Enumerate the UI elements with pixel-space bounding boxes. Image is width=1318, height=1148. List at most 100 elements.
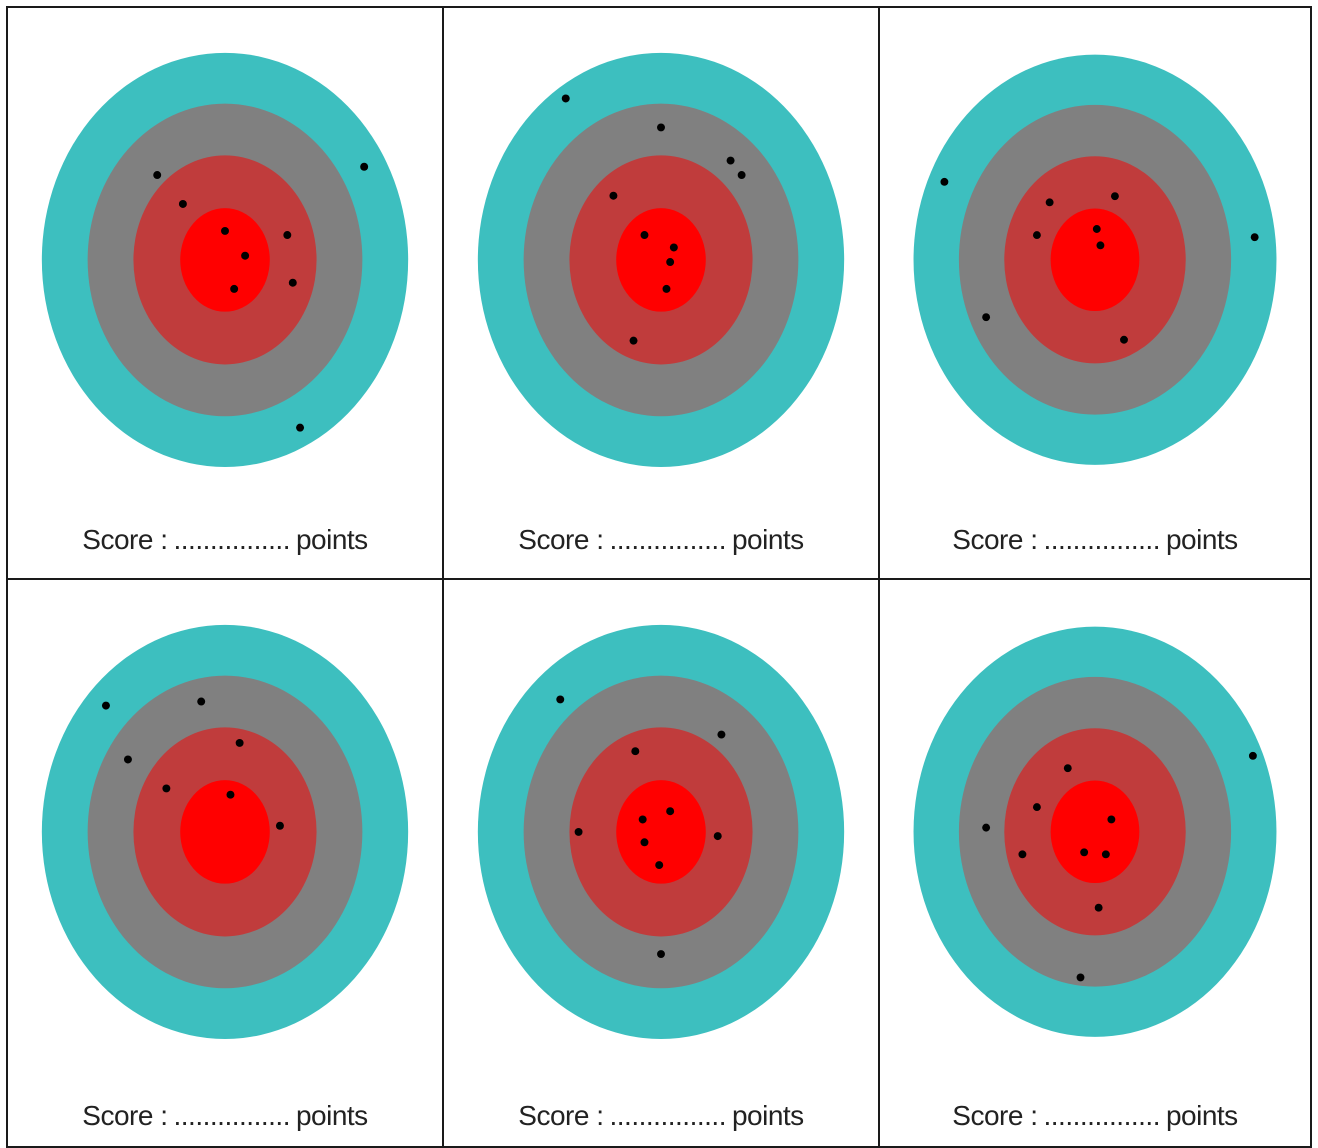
hit-mark (574, 827, 583, 836)
score-unit: points (1165, 524, 1238, 555)
hit-mark (288, 278, 297, 287)
target-board (477, 52, 845, 467)
score-unit: points (731, 524, 804, 555)
target-board (913, 626, 1277, 1037)
hit-mark (657, 123, 665, 132)
target-board (41, 52, 409, 467)
hit-mark (230, 284, 239, 293)
hit-mark (1110, 192, 1119, 201)
score-unit: points (295, 1100, 368, 1131)
hit-mark (360, 162, 369, 171)
hit-mark (655, 861, 664, 870)
target-board (477, 624, 845, 1039)
score-blank[interactable]: ................ (609, 1100, 727, 1131)
bullseye (616, 780, 706, 884)
hit-mark (296, 423, 305, 432)
hit-mark (640, 838, 649, 847)
hit-mark (561, 94, 570, 103)
hit-mark (235, 738, 244, 747)
hit-mark (1107, 815, 1116, 824)
hit-mark (556, 695, 565, 704)
score-blank[interactable]: ................ (609, 524, 727, 555)
hit-mark (178, 199, 187, 208)
hit-mark (666, 258, 675, 266)
hit-mark (1096, 241, 1105, 250)
hit-mark (1248, 751, 1257, 760)
score-label: Score : (518, 1100, 604, 1131)
hit-group (556, 695, 726, 959)
hit-mark (241, 251, 250, 260)
hit-mark (1120, 335, 1128, 344)
hit-mark (1045, 198, 1054, 207)
score-line: Score :................ points (880, 1100, 1310, 1132)
bullseye (616, 208, 706, 312)
target-cell: Score :................ points (8, 580, 444, 1146)
target-grid: Score :................ points Score :...… (6, 6, 1312, 1148)
hit-mark (1018, 850, 1027, 859)
hit-mark (940, 177, 949, 186)
score-label: Score : (82, 1100, 168, 1131)
hit-mark (1101, 850, 1110, 859)
hit-group (982, 751, 1257, 982)
score-blank[interactable]: ................ (1043, 1100, 1161, 1131)
bullseye (180, 780, 270, 884)
hit-mark (982, 823, 991, 832)
hit-mark (713, 832, 722, 841)
hit-mark (631, 747, 640, 756)
hit-mark (657, 950, 665, 959)
hit-mark (1063, 764, 1072, 773)
target-cell: Score :................ points (444, 8, 880, 580)
score-line: Score :................ points (8, 524, 442, 556)
score-line: Score :................ points (444, 524, 878, 556)
hit-mark (982, 313, 991, 322)
hit-mark (162, 784, 171, 793)
hit-mark (662, 284, 671, 293)
score-label: Score : (518, 524, 604, 555)
hit-mark (283, 231, 292, 240)
hit-mark (1094, 903, 1103, 912)
bullseye (1050, 780, 1140, 884)
hit-group (561, 94, 746, 345)
target-cell: Score :................ points (8, 8, 444, 580)
hit-mark (1092, 225, 1101, 233)
hit-mark (1080, 848, 1089, 857)
target-cell: Score :................ points (880, 580, 1310, 1146)
score-unit: points (731, 1100, 804, 1131)
score-label: Score : (952, 1100, 1038, 1131)
score-unit: points (295, 524, 368, 555)
hit-mark (1076, 973, 1085, 982)
bullseye (1050, 208, 1140, 312)
hit-mark (101, 701, 110, 710)
score-line: Score :................ points (8, 1100, 442, 1132)
hit-mark (153, 171, 162, 179)
hit-mark (640, 231, 649, 240)
score-line: Score :................ points (880, 524, 1310, 556)
hit-mark (638, 815, 647, 824)
score-label: Score : (82, 524, 168, 555)
target-board (913, 54, 1277, 465)
score-unit: points (1165, 1100, 1238, 1131)
target-board (41, 624, 409, 1039)
hit-mark (669, 243, 678, 252)
score-label: Score : (952, 524, 1038, 555)
hit-mark (221, 226, 229, 235)
target-cell: Score :................ points (880, 8, 1310, 580)
hit-mark (666, 807, 675, 816)
hit-mark (1250, 233, 1259, 242)
hit-mark (717, 730, 726, 739)
hit-mark (275, 821, 284, 830)
score-blank[interactable]: ................ (1043, 524, 1161, 555)
score-blank[interactable]: ................ (173, 1100, 291, 1131)
hit-group (940, 177, 1259, 344)
hit-mark (197, 697, 206, 706)
hit-group (101, 697, 284, 830)
hit-mark (629, 336, 638, 345)
score-line: Score :................ points (444, 1100, 878, 1132)
hit-mark (1032, 231, 1041, 240)
hit-mark (226, 790, 235, 799)
hit-mark (123, 755, 132, 764)
score-blank[interactable]: ................ (173, 524, 291, 555)
hit-mark (726, 156, 735, 165)
bullseye (180, 208, 270, 312)
hit-mark (609, 191, 618, 200)
